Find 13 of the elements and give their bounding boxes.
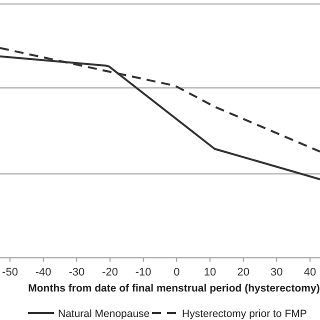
x-tick-label: -20 — [102, 266, 118, 279]
x-tick-label: 10 — [204, 266, 216, 279]
x-tick-label: 40 — [304, 266, 316, 279]
x-tick-label: 20 — [237, 266, 250, 279]
x-axis-title: Months from date of final menstrual period (hysterectomy) — [28, 282, 320, 295]
x-tick-label: 30 — [270, 266, 283, 279]
x-tick-label: -50 — [2, 266, 18, 279]
legend-label: Hysterectomy prior to FMP — [182, 308, 307, 320]
x-tick-label: 0 — [174, 266, 180, 279]
x-tick-label: -40 — [35, 266, 52, 279]
x-tick-label: -30 — [68, 266, 85, 279]
x-tick-label: -10 — [135, 266, 152, 279]
legend-label: Natural Menopause — [58, 308, 150, 320]
